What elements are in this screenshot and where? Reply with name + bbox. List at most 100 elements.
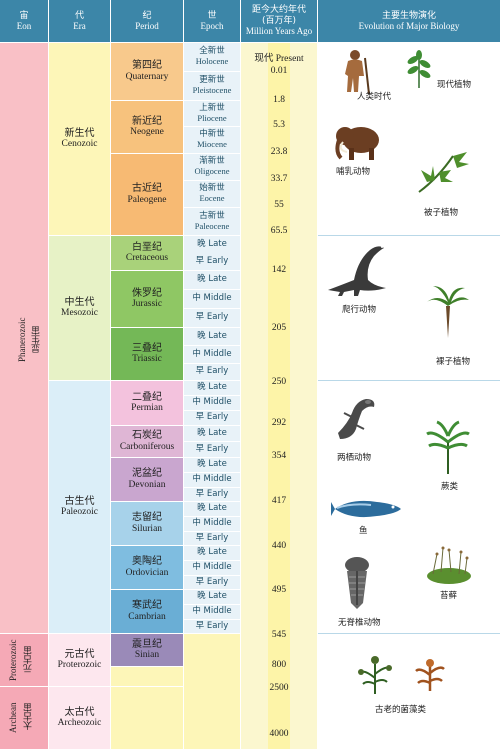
- modern-plant-icon: [407, 50, 431, 88]
- period-sinian-cn: 震旦纪: [132, 638, 162, 650]
- period-cambrian-en: Cambrian: [128, 611, 166, 622]
- period-cambrian-cn: 寒武纪: [132, 600, 162, 612]
- epoch-cell: 早 Early: [184, 411, 240, 425]
- period-quaternary: 第四纪 Quaternary: [111, 43, 183, 100]
- period-devonian-en: Devonian: [128, 479, 166, 490]
- label-human: 人类时代: [357, 92, 392, 102]
- fern-icon: [426, 420, 470, 474]
- period-paleogene: 古近纪 Paleogene: [111, 154, 183, 235]
- period-sinian: 震旦纪 Sinian: [111, 634, 183, 666]
- epoch-cell: 中 Middle: [184, 605, 240, 619]
- epoch-cell: 晚 Late: [184, 271, 240, 289]
- mammoth-icon: [335, 127, 379, 160]
- period-paleogene-en: Paleogene: [127, 194, 167, 205]
- age-tick: 55: [274, 200, 284, 210]
- epoch-cn: 始新世: [199, 183, 225, 194]
- header-period-cn: 纪: [142, 10, 152, 21]
- amphibian-icon: [338, 399, 375, 439]
- epoch-en: Holocene: [195, 56, 229, 66]
- label-amphibians: 两栖动物: [337, 453, 372, 463]
- header-age: 距今大约年代 (百万年) Million Years Ago: [241, 0, 317, 42]
- epoch-label: 早 Early: [195, 255, 229, 266]
- epoch-label: 早 Early: [195, 443, 229, 454]
- period-triassic: 三叠纪 Triassic: [111, 328, 183, 380]
- epoch-cell: 晚 Late: [184, 590, 240, 604]
- age-tick: 250: [271, 377, 287, 387]
- eon-phanerozoic-cn-wrap: 显生宙: [30, 318, 42, 362]
- eon-proterozoic-cn-wrap: 元古宙: [22, 640, 34, 680]
- epoch-cell: 中 Middle: [184, 396, 240, 410]
- header-age-en: Million Years Ago: [245, 26, 313, 37]
- eon-proterozoic-en: Proterozoic: [8, 639, 18, 681]
- epoch-label: 早 Early: [195, 576, 229, 587]
- age-tick: 现代 Present: [254, 54, 304, 64]
- header-epoch-en: Epoch: [200, 21, 224, 31]
- era-mesozoic: 中生代 Mesozoic: [49, 236, 110, 380]
- period-quaternary-en: Quaternary: [125, 71, 169, 82]
- age-tick: 545: [271, 630, 287, 640]
- age-tick: 205: [271, 323, 287, 333]
- dinosaur-icon: [328, 246, 386, 296]
- epoch-cell: 上新世 Pliocene: [184, 101, 240, 126]
- eon-proterozoic-cn: 元古宙: [24, 646, 34, 674]
- period-permian-en: Permian: [131, 403, 163, 414]
- period-silurian-cn: 志留纪: [132, 512, 162, 524]
- epoch-cell: 晚 Late: [184, 502, 240, 516]
- epoch-cell: 早 Early: [184, 442, 240, 457]
- age-tick: 440: [271, 541, 287, 551]
- epoch-label: 中 Middle: [192, 474, 232, 485]
- epoch-cn: 古新世: [199, 210, 225, 221]
- epoch-cn: 渐新世: [199, 156, 225, 167]
- period-devonian: 泥盆纪 Devonian: [111, 458, 183, 501]
- header-biology: 主要生物演化 Evolution of Major Biology: [318, 0, 500, 42]
- period-cretaceous-en: Cretaceous: [125, 253, 169, 264]
- eon-phanerozoic-cn: 显生宙: [32, 326, 42, 354]
- epoch-en: Eocene: [199, 193, 225, 203]
- bio-divider-2: [318, 380, 500, 381]
- period-ordovician-en: Ordovician: [125, 567, 169, 578]
- label-algae: 古老的菌藻类: [375, 705, 427, 715]
- period-neogene-cn: 新近纪: [132, 115, 162, 127]
- fish-icon: [331, 500, 401, 518]
- period-triassic-cn: 三叠纪: [132, 342, 162, 354]
- epoch-cell: 晚 Late: [184, 458, 240, 472]
- age-tick: 23.8: [270, 147, 288, 157]
- epoch-cell: 晚 Late: [184, 381, 240, 395]
- era-archeozoic-en: Archeozoic: [57, 718, 102, 729]
- era-mesozoic-cn: 中生代: [64, 296, 95, 308]
- period-blank-proterozoic: [111, 667, 183, 686]
- epoch-label: 早 Early: [195, 488, 229, 499]
- epoch-label: 晚 Late: [197, 238, 227, 249]
- period-jurassic-cn: 侏罗纪: [132, 287, 162, 299]
- header-eon-en: Eon: [16, 21, 32, 31]
- period-carboniferous: 石炭纪 Carboniferous: [111, 426, 183, 457]
- epoch-cell: 中 Middle: [184, 290, 240, 308]
- algae-icon-2: [415, 659, 445, 691]
- era-archeozoic-cn: 太古代: [64, 706, 95, 718]
- epoch-cell: 早 Early: [184, 532, 240, 545]
- era-paleozoic: 古生代 Paleozoic: [49, 381, 110, 633]
- period-cambrian: 寒武纪 Cambrian: [111, 590, 183, 633]
- period-ordovician-cn: 奥陶纪: [132, 556, 162, 568]
- epoch-label: 晚 Late: [197, 459, 227, 470]
- era-cenozoic-cn: 新生代: [64, 127, 95, 139]
- label-modern-plants: 现代植物: [437, 80, 472, 90]
- eon-archean-en: Archean: [8, 702, 18, 734]
- header-age-cn2: (百万年): [261, 15, 297, 26]
- epoch-cell: 始新世 Eocene: [184, 181, 240, 207]
- epoch-cell: 中 Middle: [184, 561, 240, 575]
- period-silurian: 志留纪 Silurian: [111, 502, 183, 545]
- era-proterozoic-en: Proterozoic: [57, 660, 102, 671]
- moss-icon: [427, 546, 471, 584]
- period-permian-cn: 二叠纪: [132, 391, 162, 403]
- label-mammals: 哺乳动物: [336, 167, 371, 177]
- epoch-label: 早 Early: [195, 312, 229, 323]
- bio-divider-3: [318, 633, 500, 634]
- header-period-en: Period: [135, 21, 159, 31]
- period-quaternary-cn: 第四纪: [132, 60, 162, 72]
- label-reptiles: 爬行动物: [342, 305, 377, 315]
- epoch-cell: 中新世 Miocene: [184, 127, 240, 153]
- period-ordovician: 奥陶纪 Ordovician: [111, 546, 183, 589]
- epoch-cell: 晚 Late: [184, 328, 240, 345]
- period-triassic-en: Triassic: [132, 354, 162, 365]
